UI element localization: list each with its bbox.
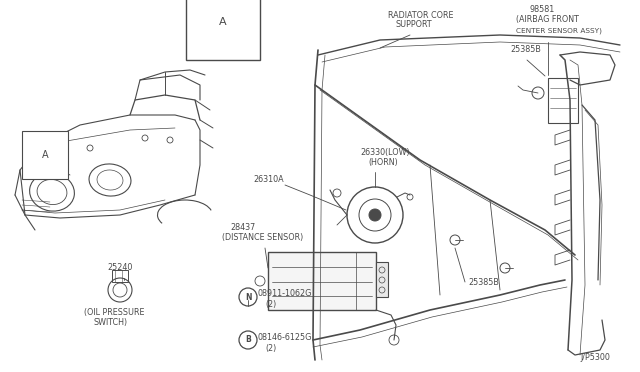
Text: (AIRBAG FRONT: (AIRBAG FRONT (516, 15, 579, 24)
Text: (2): (2) (265, 300, 276, 309)
Text: CENTER SENSOR ASSY): CENTER SENSOR ASSY) (516, 27, 602, 33)
Text: (DISTANCE SENSOR): (DISTANCE SENSOR) (222, 233, 303, 242)
Text: J/P5300: J/P5300 (580, 353, 610, 362)
Text: 98581: 98581 (530, 5, 556, 14)
Circle shape (239, 288, 257, 306)
Text: SUPPORT: SUPPORT (395, 20, 431, 29)
Text: 28437: 28437 (230, 223, 255, 232)
Text: A: A (219, 17, 227, 27)
Text: 25385B: 25385B (510, 45, 541, 54)
Text: 25385B: 25385B (468, 278, 499, 287)
Text: B: B (245, 336, 251, 344)
Text: (OIL PRESSURE: (OIL PRESSURE (84, 308, 145, 317)
Circle shape (369, 209, 381, 221)
Bar (376, 262, 388, 297)
Text: 25240: 25240 (107, 263, 132, 272)
Text: N: N (244, 292, 252, 301)
Circle shape (239, 331, 257, 349)
Text: 08146-6125G: 08146-6125G (258, 333, 312, 342)
Text: SWITCH): SWITCH) (93, 318, 127, 327)
Text: A: A (42, 150, 48, 160)
Text: 26330(LOW): 26330(LOW) (360, 148, 410, 157)
Text: RADIATOR CORE: RADIATOR CORE (388, 11, 454, 20)
Text: (HORN): (HORN) (368, 158, 397, 167)
Text: 26310A: 26310A (253, 175, 284, 184)
Text: (2): (2) (265, 344, 276, 353)
Bar (548, 78, 578, 123)
Bar (112, 270, 128, 282)
Text: 08911-1062G: 08911-1062G (258, 289, 312, 298)
Bar (268, 252, 376, 310)
